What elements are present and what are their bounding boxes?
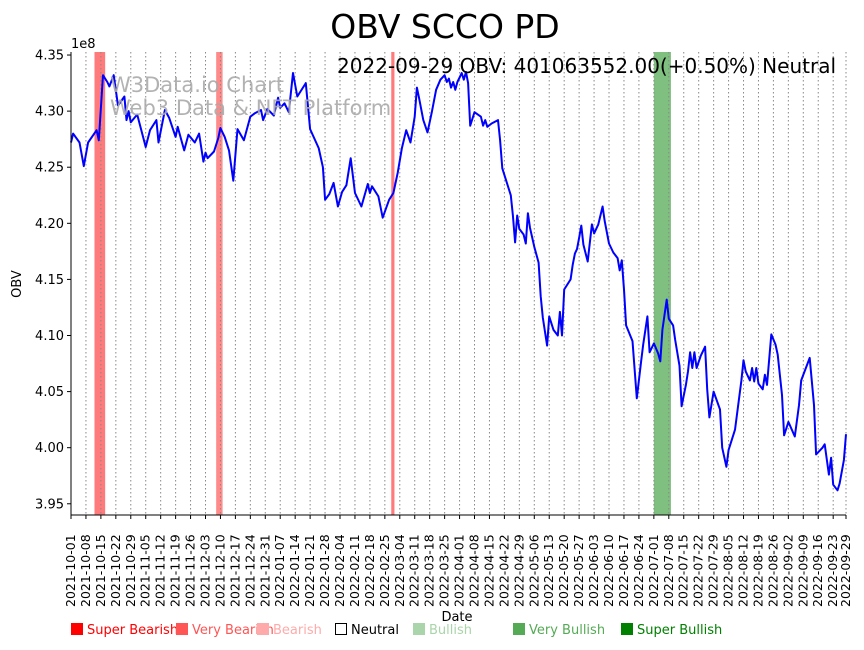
x-tick-label: 2022-04-22 (496, 534, 511, 607)
x-tick-label: 2022-09-09 (795, 534, 810, 607)
x-tick-label: 2022-04-15 (481, 534, 496, 607)
legend-label: Super Bullish (637, 623, 722, 638)
x-tick-label: 2022-08-12 (736, 534, 751, 607)
x-tick-label: 2021-10-15 (93, 534, 108, 607)
x-tick-label: 2022-09-16 (810, 534, 825, 607)
y-tick-label: 4.05 (35, 385, 64, 400)
latest-annotation: 2022-09-29 OBV: 401063552.00(+0.50%) Neu… (337, 54, 836, 78)
x-tick-label: 2021-10-01 (63, 534, 78, 607)
y-tick-label: 4.15 (35, 273, 64, 288)
signal-bands (94, 52, 671, 515)
x-tick-label: 2021-12-17 (227, 534, 242, 607)
x-tick-label: 2022-06-17 (616, 534, 631, 607)
legend-swatch (176, 623, 188, 635)
y-tick-label: 4.35 (35, 49, 64, 64)
x-tick-label: 2021-10-29 (123, 534, 138, 607)
x-tick-label: 2021-12-24 (242, 534, 257, 607)
legend: Super Bearish Very Bearish Bearish Neutral B… (71, 623, 722, 638)
legend-swatch (513, 623, 525, 635)
x-tick-label: 2022-04-01 (452, 534, 467, 607)
legend-swatch (257, 623, 269, 635)
watermark-line-2: Web3 Data & NFT Platform (110, 96, 391, 120)
x-tick-label: 2022-03-25 (437, 534, 452, 607)
x-tick-label: 2021-12-03 (198, 534, 213, 607)
x-tick-label: 2021-10-22 (108, 534, 123, 607)
x-tick-label: 2022-04-29 (511, 534, 526, 607)
obv-line (70, 70, 847, 492)
grid-lines (70, 52, 847, 515)
x-tick-label: 2022-07-01 (646, 534, 661, 607)
x-tick-label: 2022-01-14 (287, 534, 302, 607)
chart-title: OBV SCCO PD (330, 7, 559, 46)
x-tick-label: 2021-10-08 (78, 534, 93, 607)
y-tick-label: 4.20 (35, 217, 64, 232)
x-tick-label: 2022-06-10 (601, 534, 616, 607)
x-tick-label: 2022-02-18 (362, 534, 377, 607)
signal-band (216, 52, 223, 515)
legend-swatch (335, 623, 347, 635)
axes: 2021-10-01 2021-10-08 2021-10-15 2021-10-22… (35, 49, 853, 607)
legend-label: Very Bearish (192, 623, 274, 638)
x-tick-label: 2021-11-19 (168, 534, 183, 607)
legend-label: Bearish (273, 623, 322, 638)
watermark-line-1: W3Data.io Chart (110, 73, 284, 97)
x-tick-label: 2021-11-05 (138, 534, 153, 607)
signal-band (653, 52, 671, 515)
y-tick-label: 4.10 (35, 329, 64, 344)
x-tick-label: 2022-02-25 (377, 534, 392, 607)
x-tick-label: 2022-05-20 (556, 534, 571, 607)
x-tick-label: 2022-08-05 (721, 534, 736, 607)
x-tick-label: 2022-01-21 (302, 534, 317, 607)
x-tick-label: 2022-03-18 (422, 534, 437, 607)
x-tick-label: 2022-05-27 (571, 534, 586, 607)
y-tick-label: 4.30 (35, 105, 64, 120)
legend-label: Neutral (351, 623, 399, 638)
legend-label: Bullish (429, 623, 472, 638)
y-axis-label: OBV (10, 270, 25, 298)
x-axis-label: Date (441, 610, 472, 625)
x-tick-label: 2022-09-02 (780, 534, 795, 607)
x-tick-label: 2022-05-06 (526, 534, 541, 607)
x-tick-label: 2021-12-31 (257, 534, 272, 607)
x-tick-label: 2022-08-26 (765, 534, 780, 607)
x-tick-label: 2022-03-11 (407, 534, 422, 607)
x-tick-label: 2022-07-08 (661, 534, 676, 607)
x-tick-label: 2022-04-08 (467, 534, 482, 607)
x-tick-label: 2022-01-28 (317, 534, 332, 607)
legend-swatch (413, 623, 425, 635)
x-tick-label: 2022-01-07 (272, 534, 287, 607)
x-tick-label: 2022-03-04 (392, 534, 407, 607)
signal-band (391, 52, 395, 515)
x-tick-label: 2021-12-10 (212, 534, 227, 607)
x-tick-label: 2022-08-19 (750, 534, 765, 607)
x-tick-label: 2022-02-04 (332, 534, 347, 607)
legend-swatch (71, 623, 83, 635)
x-tick-label: 2022-09-23 (825, 534, 840, 607)
x-tick-label: 2022-09-29 (838, 534, 853, 607)
x-tick-label: 2022-06-03 (586, 534, 601, 607)
legend-label: Very Bullish (529, 623, 605, 638)
y-tick-label: 3.95 (35, 497, 64, 512)
legend-label: Super Bearish (87, 623, 178, 638)
x-tick-label: 2021-11-26 (183, 534, 198, 607)
x-tick-label: 2022-02-11 (347, 534, 362, 607)
x-tick-label: 2022-07-15 (676, 534, 691, 607)
x-tick-label: 2022-06-24 (631, 534, 646, 607)
y-scale-label: 1e8 (71, 37, 96, 52)
x-tick-label: 2022-05-13 (541, 534, 556, 607)
x-tick-label: 2021-11-12 (153, 534, 168, 607)
legend-swatch (621, 623, 633, 635)
y-tick-label: 4.00 (35, 441, 64, 456)
x-tick-label: 2022-07-22 (691, 534, 706, 607)
y-tick-label: 4.25 (35, 161, 64, 176)
x-tick-label: 2022-07-29 (706, 534, 721, 607)
signal-band (94, 52, 106, 515)
